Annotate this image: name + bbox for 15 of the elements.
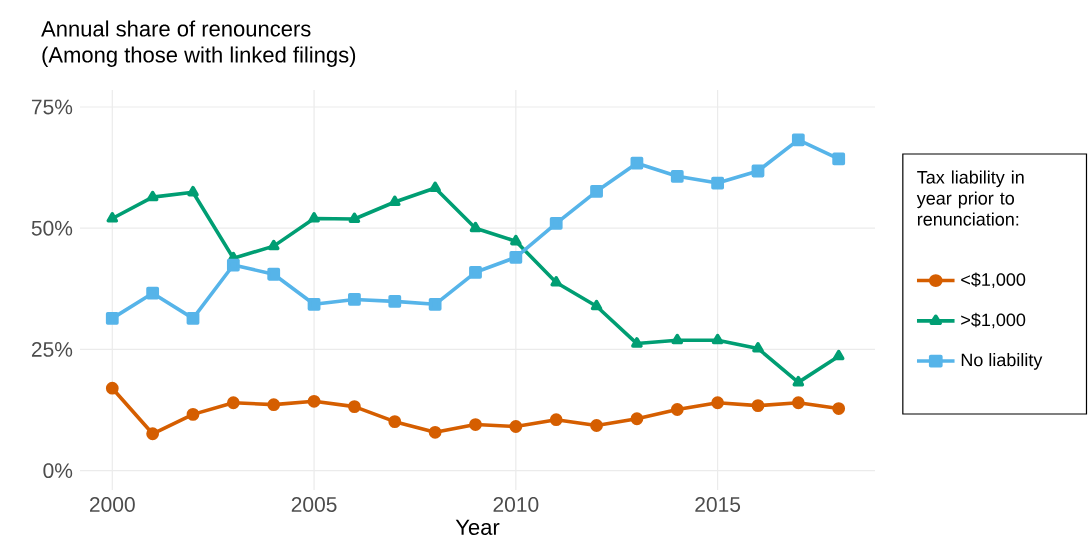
x-tick-label: 2005 bbox=[291, 497, 337, 512]
chart-title: Annual share of renouncers bbox=[41, 20, 311, 37]
x-tick-label: 2010 bbox=[493, 497, 539, 512]
y-tick-label: 0% bbox=[43, 463, 73, 479]
y-tick-label: 75% bbox=[31, 99, 73, 115]
legend-label: >$1,000 bbox=[961, 312, 1026, 329]
legend-label: No liability bbox=[961, 353, 1043, 370]
legend-label: <$1,000 bbox=[961, 272, 1026, 289]
y-tick-label: 50% bbox=[31, 220, 73, 236]
y-tick-label: 25% bbox=[31, 341, 73, 357]
legend-title: Tax liability in year prior to renunciation: bbox=[916, 170, 1024, 226]
x-tick-label: 2015 bbox=[695, 497, 741, 512]
x-axis-title: Year bbox=[455, 519, 500, 536]
chart-subtitle: (Among those with linked filings) bbox=[42, 46, 356, 67]
x-tick-label: 2000 bbox=[89, 497, 135, 512]
